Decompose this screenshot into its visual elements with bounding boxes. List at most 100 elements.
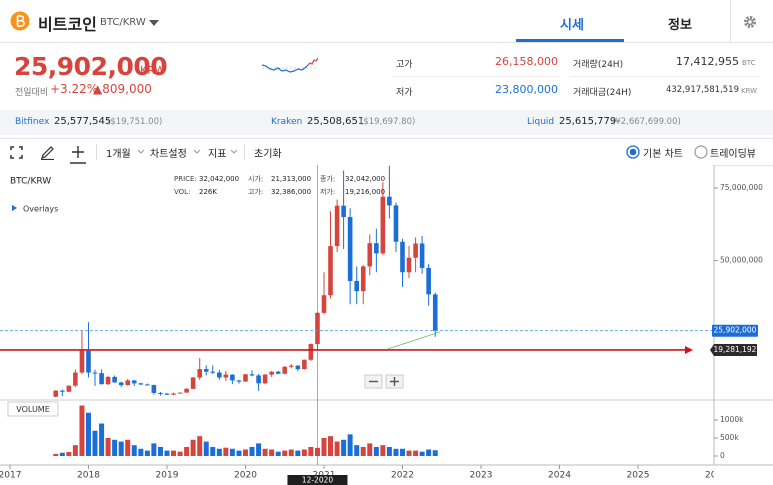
candle-body [73,372,78,386]
candle-body [374,243,379,254]
candle-body [86,350,91,373]
exchange-name: Bitfinex [15,117,50,127]
alert-arrow [685,345,693,354]
info-value: 19,216,000 [345,188,385,196]
price-unit: KRW [140,64,166,77]
volume-bar [426,449,432,456]
divider [392,76,560,77]
volume-bar [92,430,98,456]
volume-bar [341,439,347,456]
candle-body [53,390,59,397]
divider [244,144,245,160]
volume-bar [131,445,137,456]
y-tick-label: 75,000,000 [720,183,763,192]
candle-body [360,266,366,292]
mode-option[interactable]: 트레이딩뷰 [710,149,756,160]
volume-label-box [7,401,59,417]
divider [96,144,97,160]
candle-body [282,366,288,374]
draw-icon[interactable] [40,145,55,160]
candle-body [426,267,431,295]
x-tick-label: 2022 [391,471,414,481]
stat-label: 거래량(24H) [573,60,624,70]
volume-bar [295,450,301,456]
info-value: 32,042,000 [345,175,385,183]
indicators[interactable]: 지표 [208,149,227,160]
volume-bar [334,441,340,456]
volume-bar [413,450,419,456]
volume-bar [399,448,405,456]
candle-body [328,246,333,296]
candle-body [295,365,301,370]
settings-icon[interactable] [743,15,757,29]
period-select[interactable]: 1개월 [106,149,131,160]
volume-bar [367,443,373,456]
candle-body [60,390,65,392]
tab[interactable]: 정보 [668,18,692,33]
volume-bar [85,412,91,456]
volume-bar [269,449,275,456]
candle-body [131,380,137,384]
info-label: 고가: [248,187,263,196]
candle-body [243,374,248,382]
stat-label: 거래대금(24H) [573,88,632,98]
candle-body [184,388,189,393]
volume-bar [373,446,379,456]
mode-option[interactable]: 기본 차트 [643,149,683,160]
chart-settings[interactable]: 차트설정 [150,149,187,160]
candle-body [112,376,117,383]
volume-tick-label: 500k [720,433,739,442]
volume-bar [354,445,360,456]
tab-active[interactable]: 시세 [560,18,584,33]
info-label: VOL: [174,188,190,196]
alert-tag [710,343,757,356]
volume-bar [144,450,150,456]
candle-body [393,205,399,242]
crosshair-tag [287,475,348,485]
candle-body [256,375,261,384]
candle-body [230,374,235,381]
last-price-tag [712,324,758,337]
volume-bar [112,439,118,456]
chevron [137,149,145,154]
volume-bar [242,449,248,456]
reset[interactable]: 초기화 [254,149,282,160]
radio[interactable] [694,145,708,159]
last-price-label: 25,902,000 [714,326,757,335]
candle-body [321,295,327,313]
x-axis: 2017201820192020202120222023202420252026 [0,465,728,481]
crosshair-icon[interactable] [70,144,86,164]
exchange-price: 25,615,779 [559,116,617,127]
candle-body [347,217,353,281]
exchange-jpy: (¥2,667,699.00) [612,117,681,127]
exchange-usd: ($19,697.80) [360,117,416,127]
volume-bar [229,448,235,456]
dropdown-icon[interactable] [148,19,160,27]
candle-body [66,385,72,392]
plot-background [0,165,714,465]
change-amount: ▲809,000 [93,82,152,96]
volume-bar [386,446,392,456]
candle-body [138,383,144,385]
volume-bar [216,448,222,456]
price-chart: BTC/KRWOverlays2017201820192020202120222… [0,165,773,485]
candle-body [315,312,320,345]
candle-body [223,374,229,378]
stat-unit: KRW [741,87,758,95]
crosshair-label: 12-2020 [302,476,334,485]
volume-bar [157,446,163,456]
candle-body [158,392,163,394]
fullscreen-icon[interactable] [10,146,23,159]
info-label: 종가: [320,174,335,183]
volume-bar [236,450,242,456]
candle-body [171,393,176,395]
toolbar: 1개월 차트설정 지표 초기화 기본 차트 트레이딩뷰 [0,138,773,166]
divider [730,0,731,42]
volume-bar [256,443,262,456]
chevron [230,149,238,154]
divider [570,76,760,77]
radio-checked[interactable] [626,145,640,159]
stat-unit: BTC [742,59,756,67]
volume-label: VOLUME [16,405,50,414]
x-tick-label: 2026 [705,471,728,481]
